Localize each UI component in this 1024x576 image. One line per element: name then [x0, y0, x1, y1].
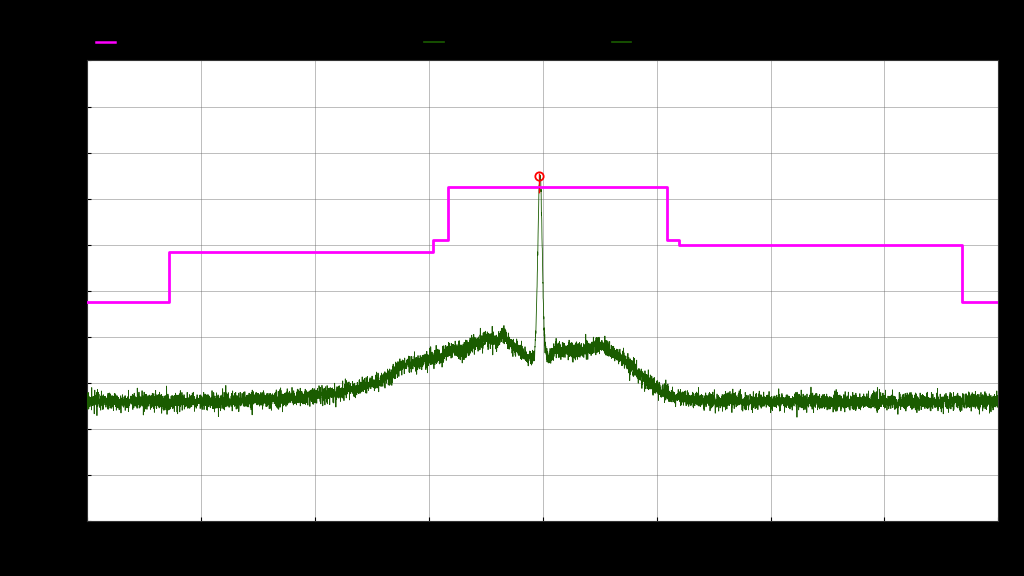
- X-axis label: Frequency (Hz): Frequency (Hz): [496, 541, 590, 555]
- Y-axis label: Magnetic Field (dBµA/m): Magnetic Field (dBµA/m): [43, 214, 55, 367]
- Text: RadiMation: RadiMation: [848, 20, 998, 44]
- Legend: EN ETSI 300 330-1 spectrum mask 125 kHz fig. G1 @10m, RBW: 100 Hz, Both Max Peak: EN ETSI 300 330-1 spectrum mask 125 kHz …: [92, 33, 811, 51]
